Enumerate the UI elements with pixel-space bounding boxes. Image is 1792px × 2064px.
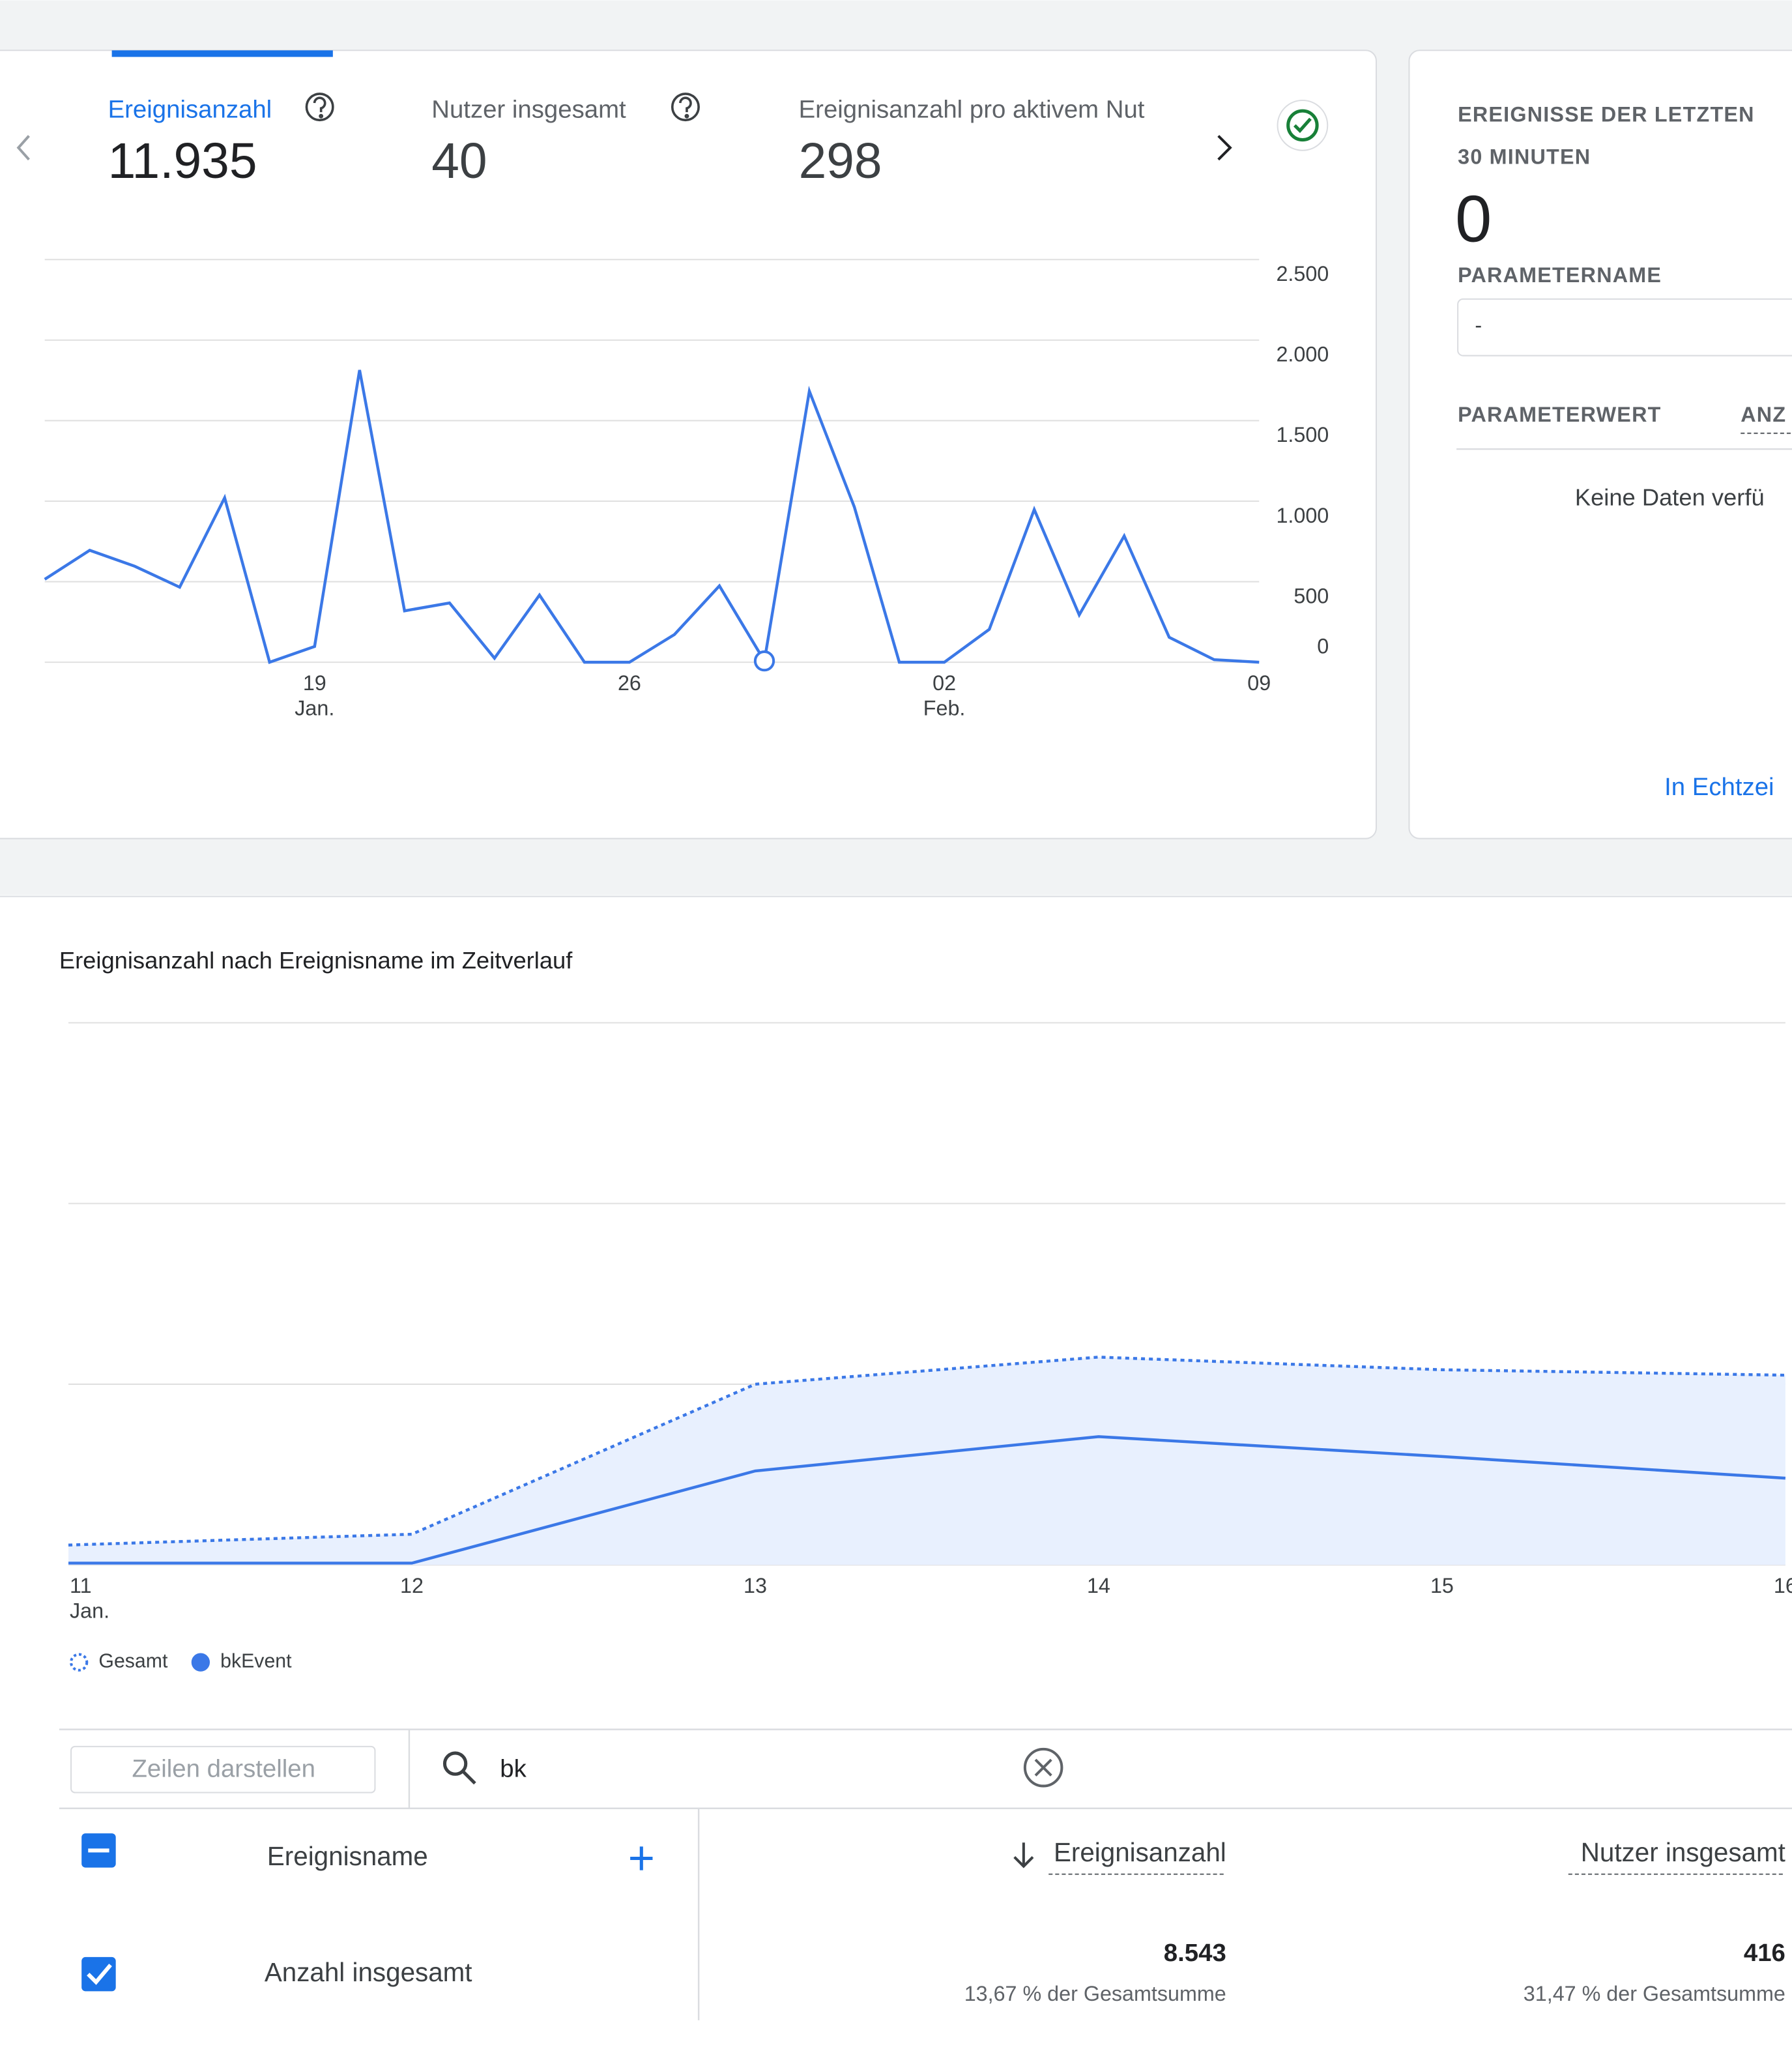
param-select-value: - [1475,313,1482,337]
area [68,1357,1785,1565]
x-tick-label: 13 [744,1574,767,1597]
tab-value: 298 [799,134,882,189]
param-value-header: PARAMETERWERT [1458,403,1661,426]
row-checkbox[interactable] [81,1956,116,1992]
empty-message: Keine Daten verfü [1575,484,1765,510]
column-header[interactable]: Ereignisname [267,1841,428,1871]
x-tick-sublabel: Jan. [295,696,334,719]
cell-value: 8.543 [1164,1939,1226,1967]
y-tick-label: 1.500 [1276,423,1329,446]
realtime-card [1408,50,1792,839]
x-tick-label: 15 [1430,1574,1454,1597]
x-tick-label: 02 [932,671,956,695]
tab-value: 11.935 [108,134,257,189]
x-tick-sublabel: Feb. [923,696,966,719]
legend-label: bkEvent [220,1651,292,1672]
status-icon [1277,99,1329,151]
x-tick-label: 16 [1774,1574,1792,1597]
hover-point [753,650,775,672]
realtime-title: EREIGNISSE DER LETZTEN [1458,103,1755,126]
select-all-checkbox[interactable] [81,1833,116,1868]
y-tick-label: 2.000 [1276,343,1329,366]
overview-card [0,50,1377,839]
count-header: ANZ [1741,403,1786,426]
rows-button[interactable] [70,1745,376,1794]
line [68,1435,1786,1565]
y-tick-label: 0 [1317,634,1329,658]
next-arrow[interactable] [1217,135,1232,161]
clear-search[interactable] [1023,1747,1063,1788]
tab-value: 40 [431,134,487,189]
cell-share: 13,67 % der Gesamtsumme [964,1982,1226,2005]
realtime-count: 0 [1455,182,1492,255]
x-tick-label: 12 [400,1574,424,1597]
y-tick-label: 1.000 [1276,504,1329,527]
realtime-title: 30 MINUTEN [1458,145,1591,168]
x-tick-label: 26 [618,671,641,695]
legend-marker [70,1653,89,1672]
x-tick-label: 11 [70,1574,92,1597]
y-tick-label: 2.500 [1276,262,1329,285]
column-header[interactable]: Ereignisanzahl [1054,1837,1226,1867]
param-select[interactable] [1457,298,1792,356]
help-icon[interactable] [671,93,700,122]
realtime-link[interactable]: In Echtzei [1664,773,1774,801]
column-header[interactable]: Nutzer insgesamt [1581,1837,1785,1867]
line [44,370,1260,665]
x-tick-label: 19 [303,671,326,695]
x-tick-label: 14 [1087,1574,1110,1597]
rows-button-label: Zeilen darstellen [132,1754,315,1782]
legend-marker [191,1653,210,1672]
tab-label[interactable]: Nutzer insgesamt [431,95,626,123]
row-label: Anzahl insgesamt [265,1957,472,1987]
add-dimension[interactable] [630,1846,653,1870]
tab-label[interactable]: Ereignisanzahl [108,95,272,123]
cell-share: 31,47 % der Gesamtsumme [1524,1982,1785,2005]
tab-indicator [111,50,333,57]
line [68,1356,1785,1547]
param-name-label: PARAMETERNAME [1458,263,1662,287]
x-tick-sublabel: Jan. [70,1599,109,1622]
cell-value: 416 [1744,1939,1785,1967]
legend-label: Gesamt [98,1651,168,1672]
search-input[interactable]: bk [500,1754,527,1782]
help-icon[interactable] [305,93,334,122]
x-tick-label: 09 [1247,671,1271,695]
search-icon [442,1751,476,1785]
sort-arrow[interactable] [1013,1842,1034,1868]
tab-label[interactable]: Ereignisanzahl pro aktivem Nut [799,95,1145,123]
y-tick-label: 500 [1293,584,1329,607]
prev-arrow[interactable] [16,135,30,161]
chart-title: Ereignisanzahl nach Ereignisname im Zeit… [59,947,573,974]
